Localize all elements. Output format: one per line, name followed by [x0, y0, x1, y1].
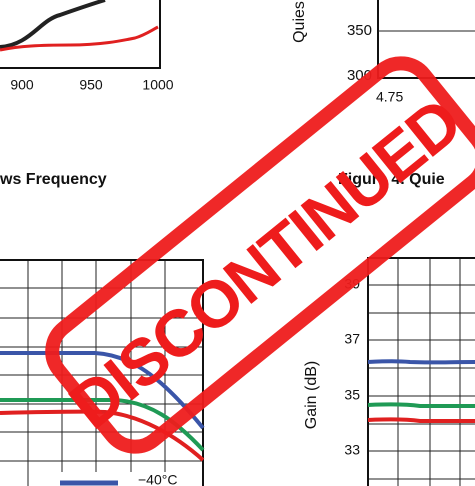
curve: [367, 359, 475, 365]
curve: [0, 409, 205, 462]
curve: [367, 402, 475, 408]
y-tick-label: 350: [347, 22, 372, 39]
top-left-chart: 900 950 1000: [0, 0, 174, 93]
top-right-chart: Quies 350 300 4.75: [291, 0, 475, 105]
curve: [0, 0, 106, 49]
x-tick-label: 1000: [142, 77, 173, 93]
caption: Figure 4. Quie: [338, 171, 445, 188]
legend-label: −40°C: [138, 472, 177, 486]
y-tick-label: 33: [344, 442, 360, 458]
curve: [0, 398, 205, 452]
x-tick-label: 900: [10, 77, 34, 93]
plot-frame: [0, 0, 161, 69]
x-tick-label: 950: [79, 77, 103, 93]
curve: [367, 417, 475, 423]
y-axis-label: Quies: [291, 1, 308, 43]
curve: [0, 25, 159, 52]
y-axis-label: Gain (dB): [303, 361, 320, 429]
grid: [368, 258, 475, 486]
stamp-text: DISCONTINUED: [55, 84, 473, 443]
plot-frame: [0, 259, 204, 486]
y-tick-label: 37: [344, 331, 360, 347]
caption: ws Frequency: [0, 171, 107, 188]
x-tick-label: 4.75: [376, 89, 403, 105]
plot-frame: [367, 257, 475, 486]
stamp-border: [45, 56, 475, 454]
y-tick-label: 35: [344, 387, 360, 403]
